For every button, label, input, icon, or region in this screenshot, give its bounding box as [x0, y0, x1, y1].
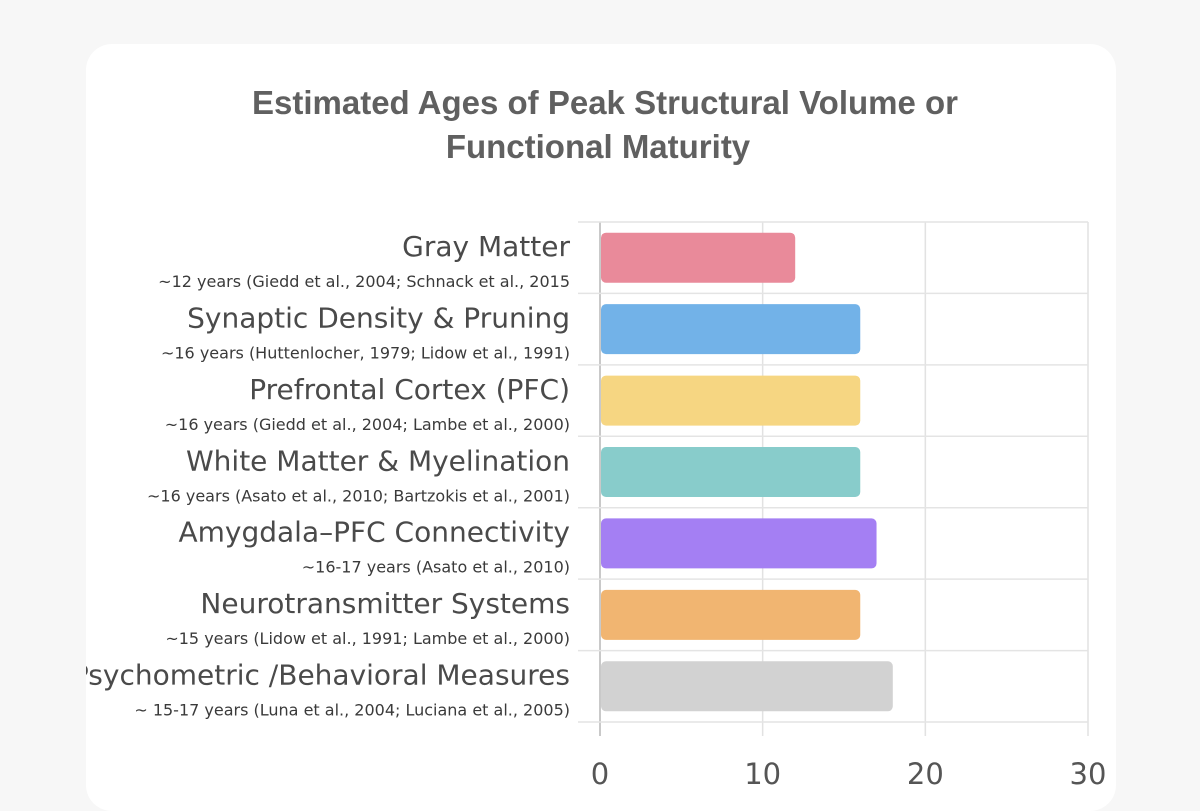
bar — [601, 518, 877, 569]
category-label: Amygdala–PFC Connectivity — [178, 516, 570, 549]
chart-card: Estimated Ages of Peak Structural Volume… — [86, 44, 1116, 811]
category-label: Prefrontal Cortex (PFC) — [249, 373, 570, 406]
bar — [601, 375, 861, 426]
category-sublabel: ~16 years (Asato et al., 2010; Bartzokis… — [147, 486, 570, 505]
bar — [601, 304, 861, 355]
category-sublabel: ~ 15-17 years (Luna et al., 2004; Lucian… — [134, 701, 570, 720]
category-label: Psychometric /Behavioral Measures — [86, 659, 570, 692]
bar — [601, 661, 893, 712]
bar-chart: Estimated Ages of Peak Structural Volume… — [86, 84, 1107, 791]
category-label: White Matter & Myelination — [186, 444, 570, 477]
category-label: Synaptic Density & Pruning — [187, 301, 570, 334]
bar — [601, 232, 796, 283]
bar — [601, 447, 861, 497]
category-sublabel: ~15 years (Lidow et al., 1991; Lambe et … — [165, 629, 570, 648]
category-sublabel: ~16-17 years (Asato et al., 2010) — [302, 558, 570, 577]
category-label: Neurotransmitter Systems — [200, 587, 570, 620]
chart-title-line-1: Estimated Ages of Peak Structural Volume… — [252, 84, 958, 121]
x-tick-label: 0 — [591, 757, 609, 791]
category-sublabel: ~16 years (Giedd et al., 2004; Lambe et … — [165, 415, 570, 434]
category-sublabel: ~16 years (Huttenlocher, 1979; Lidow et … — [161, 343, 570, 362]
category-label: Gray Matter — [402, 230, 570, 263]
category-sublabel: ~12 years (Giedd et al., 2004; Schnack e… — [158, 272, 570, 291]
bar — [601, 589, 861, 640]
chart-title-line-2: Functional Maturity — [446, 128, 751, 165]
x-tick-label: 30 — [1070, 757, 1107, 791]
x-tick-label: 20 — [907, 757, 944, 791]
x-tick-label: 10 — [744, 757, 781, 791]
